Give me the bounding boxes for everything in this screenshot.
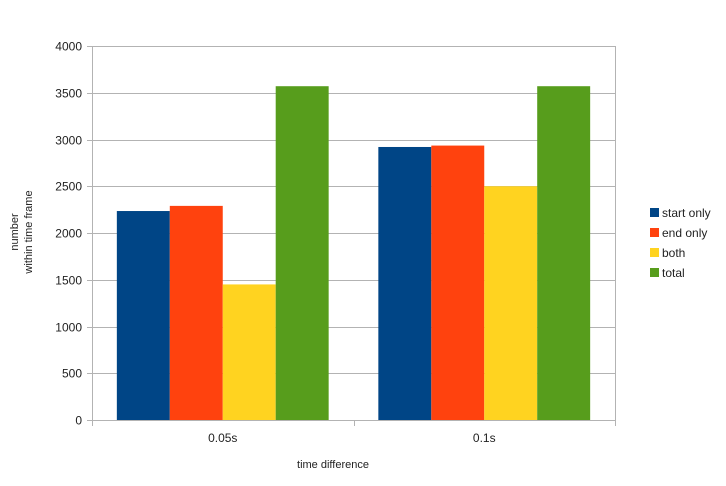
bar-end-only-0.05s bbox=[169, 205, 223, 420]
legend-label-start-only: start only bbox=[662, 206, 711, 220]
y-tick-labels: 0 500 1000 1500 2000 2500 3000 3500 4000 bbox=[55, 40, 82, 428]
x-tick-label-1: 0.1s bbox=[473, 431, 496, 445]
bar-total-0.1s bbox=[537, 86, 591, 420]
bar-start-only-0.05s bbox=[116, 211, 170, 420]
y-axis-title-line-2: within time frame bbox=[23, 190, 35, 274]
bar-both-0.05s bbox=[222, 284, 276, 420]
bar-total-0.05s bbox=[275, 86, 329, 420]
axes bbox=[87, 46, 616, 426]
legend-label-both: both bbox=[662, 246, 685, 260]
legend-swatch-total bbox=[650, 268, 659, 277]
y-tick-label-500: 500 bbox=[62, 367, 82, 381]
y-tick-label-1500: 1500 bbox=[55, 274, 82, 288]
y-tick-label-2000: 2000 bbox=[55, 227, 82, 241]
bar-both-0.1s bbox=[484, 186, 538, 420]
legend-label-end-only: end only bbox=[662, 226, 707, 240]
bar-start-only-0.1s bbox=[378, 146, 432, 421]
legend-swatch-start-only bbox=[650, 208, 659, 217]
legend-swatch-both bbox=[650, 248, 659, 257]
bars bbox=[116, 86, 591, 421]
bar-end-only-0.1s bbox=[431, 145, 485, 420]
y-tick-label-3500: 3500 bbox=[55, 87, 82, 101]
legend-label-total: total bbox=[662, 266, 685, 280]
x-axis-title: time difference bbox=[297, 459, 369, 471]
y-tick-label-4000: 4000 bbox=[55, 40, 82, 54]
y-tick-label-2500: 2500 bbox=[55, 180, 82, 194]
y-axis-title-line-1: number bbox=[9, 213, 21, 251]
x-tick-label-0: 0.05s bbox=[208, 431, 237, 445]
legend-swatch-end-only bbox=[650, 228, 659, 237]
x-tick-labels: 0.05s 0.1s bbox=[208, 431, 496, 445]
y-tick-label-1000: 1000 bbox=[55, 321, 82, 335]
legend: start only end only both total bbox=[650, 206, 711, 280]
y-tick-label-3000: 3000 bbox=[55, 134, 82, 148]
y-tick-label-0: 0 bbox=[75, 414, 82, 428]
